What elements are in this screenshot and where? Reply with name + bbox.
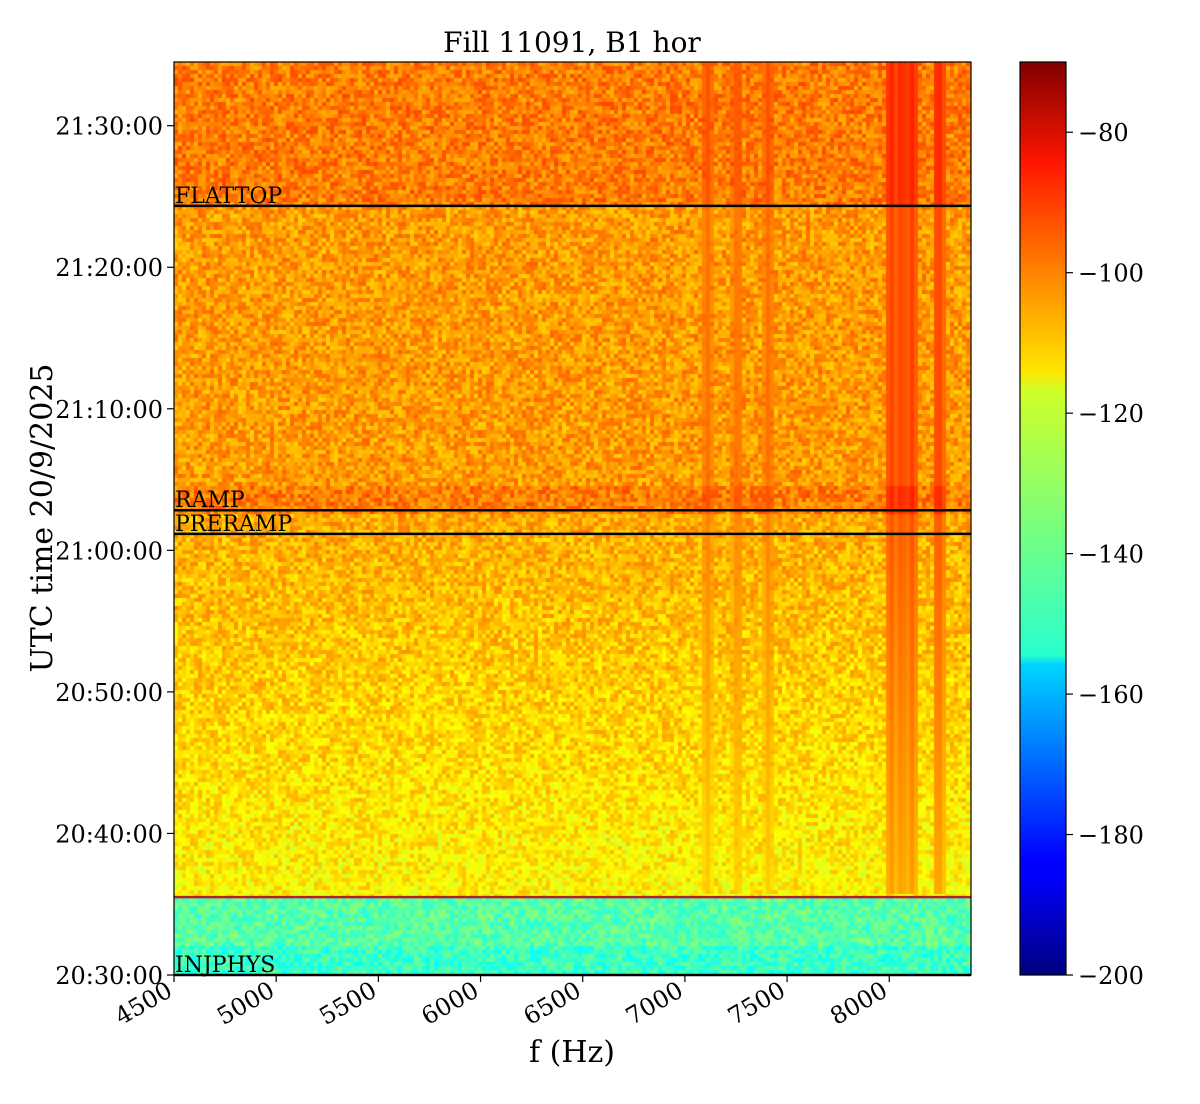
colorbar-axis: −200 −180 −160 −140 −120 −100 −80 bbox=[1066, 119, 1144, 990]
colorbar-tick-label: −100 bbox=[1078, 260, 1144, 288]
colorbar bbox=[1019, 61, 1067, 976]
colorbar-tick-label: −200 bbox=[1078, 962, 1144, 990]
chart-title: Fill 11091, B1 hor bbox=[443, 26, 701, 59]
x-axis: 4500 5000 5500 6000 6500 7000 7500 8000 bbox=[110, 975, 892, 1031]
y-tick-label: 21:30:00 bbox=[55, 113, 163, 141]
heatmap-area bbox=[174, 62, 971, 975]
y-tick-label: 20:50:00 bbox=[55, 679, 163, 707]
x-tick-label: 5500 bbox=[314, 976, 381, 1031]
y-tick-label: 20:40:00 bbox=[55, 820, 163, 848]
y-axis-label: UTC time 20/9/2025 bbox=[25, 364, 60, 673]
marker-label: INJPHYS bbox=[175, 953, 275, 978]
colorbar-tick-label: −120 bbox=[1078, 400, 1144, 428]
plot-frame bbox=[173, 61, 972, 976]
y-tick-label: 21:20:00 bbox=[55, 254, 163, 282]
x-axis-label: f (Hz) bbox=[529, 1035, 615, 1070]
x-tick-label: 5000 bbox=[212, 976, 279, 1031]
colorbar-tick-label: −160 bbox=[1078, 681, 1144, 709]
colorbar-tick-label: −80 bbox=[1078, 119, 1129, 147]
x-tick-label: 6500 bbox=[519, 976, 586, 1031]
x-tick-label: 8000 bbox=[825, 976, 892, 1031]
x-tick-label: 7500 bbox=[723, 976, 790, 1031]
marker-label: RAMP bbox=[175, 488, 245, 513]
y-tick-label: 21:00:00 bbox=[55, 537, 163, 565]
x-tick-label: 6000 bbox=[417, 976, 484, 1031]
spectrogram-image bbox=[174, 62, 971, 975]
colorbar-tick-label: −140 bbox=[1078, 541, 1144, 569]
x-tick-label: 7000 bbox=[621, 976, 688, 1031]
y-tick-label: 21:10:00 bbox=[55, 396, 163, 424]
marker-label: PRERAMP bbox=[175, 512, 292, 537]
y-tick-label: 20:30:00 bbox=[55, 962, 163, 990]
marker-label: FLATTOP bbox=[175, 184, 282, 209]
y-axis: 20:30:00 20:40:00 20:50:00 21:00:00 21:10:00… bbox=[55, 113, 174, 990]
colorbar-tick-label: −180 bbox=[1078, 822, 1144, 850]
